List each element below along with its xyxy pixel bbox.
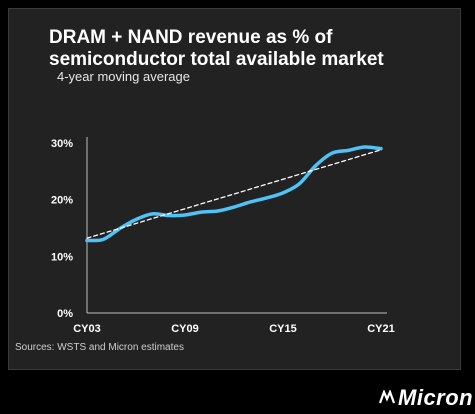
x-tick-label: CY09	[171, 323, 199, 335]
trend-line	[86, 149, 382, 239]
chart-subtitle: 4-year moving average	[57, 69, 190, 84]
x-tick-label: CY21	[367, 323, 395, 335]
revenue-share-line	[85, 145, 383, 243]
chart-axes	[86, 137, 387, 314]
micron-logo: Micron	[378, 385, 473, 411]
chart-title: DRAM + NAND revenue as % of semiconducto…	[49, 27, 384, 70]
x-tick-label: CY15	[269, 323, 297, 335]
chart-panel: DRAM + NAND revenue as % of semiconducto…	[8, 8, 461, 370]
x-tick-label: CY03	[73, 323, 101, 335]
chart-series	[85, 145, 383, 243]
chart-ticks: 0% 10% 20% 30% CY03 CY09 CY15 CY21	[51, 138, 395, 335]
y-tick-label: 0%	[57, 308, 73, 320]
brand-name: Micron	[398, 385, 474, 410]
y-tick-label: 10%	[51, 251, 73, 263]
micron-logo-mark-icon	[378, 390, 396, 404]
y-tick-label: 30%	[51, 138, 73, 150]
source-note: Sources: WSTS and Micron estimates	[15, 342, 184, 353]
y-tick-label: 20%	[51, 195, 73, 207]
